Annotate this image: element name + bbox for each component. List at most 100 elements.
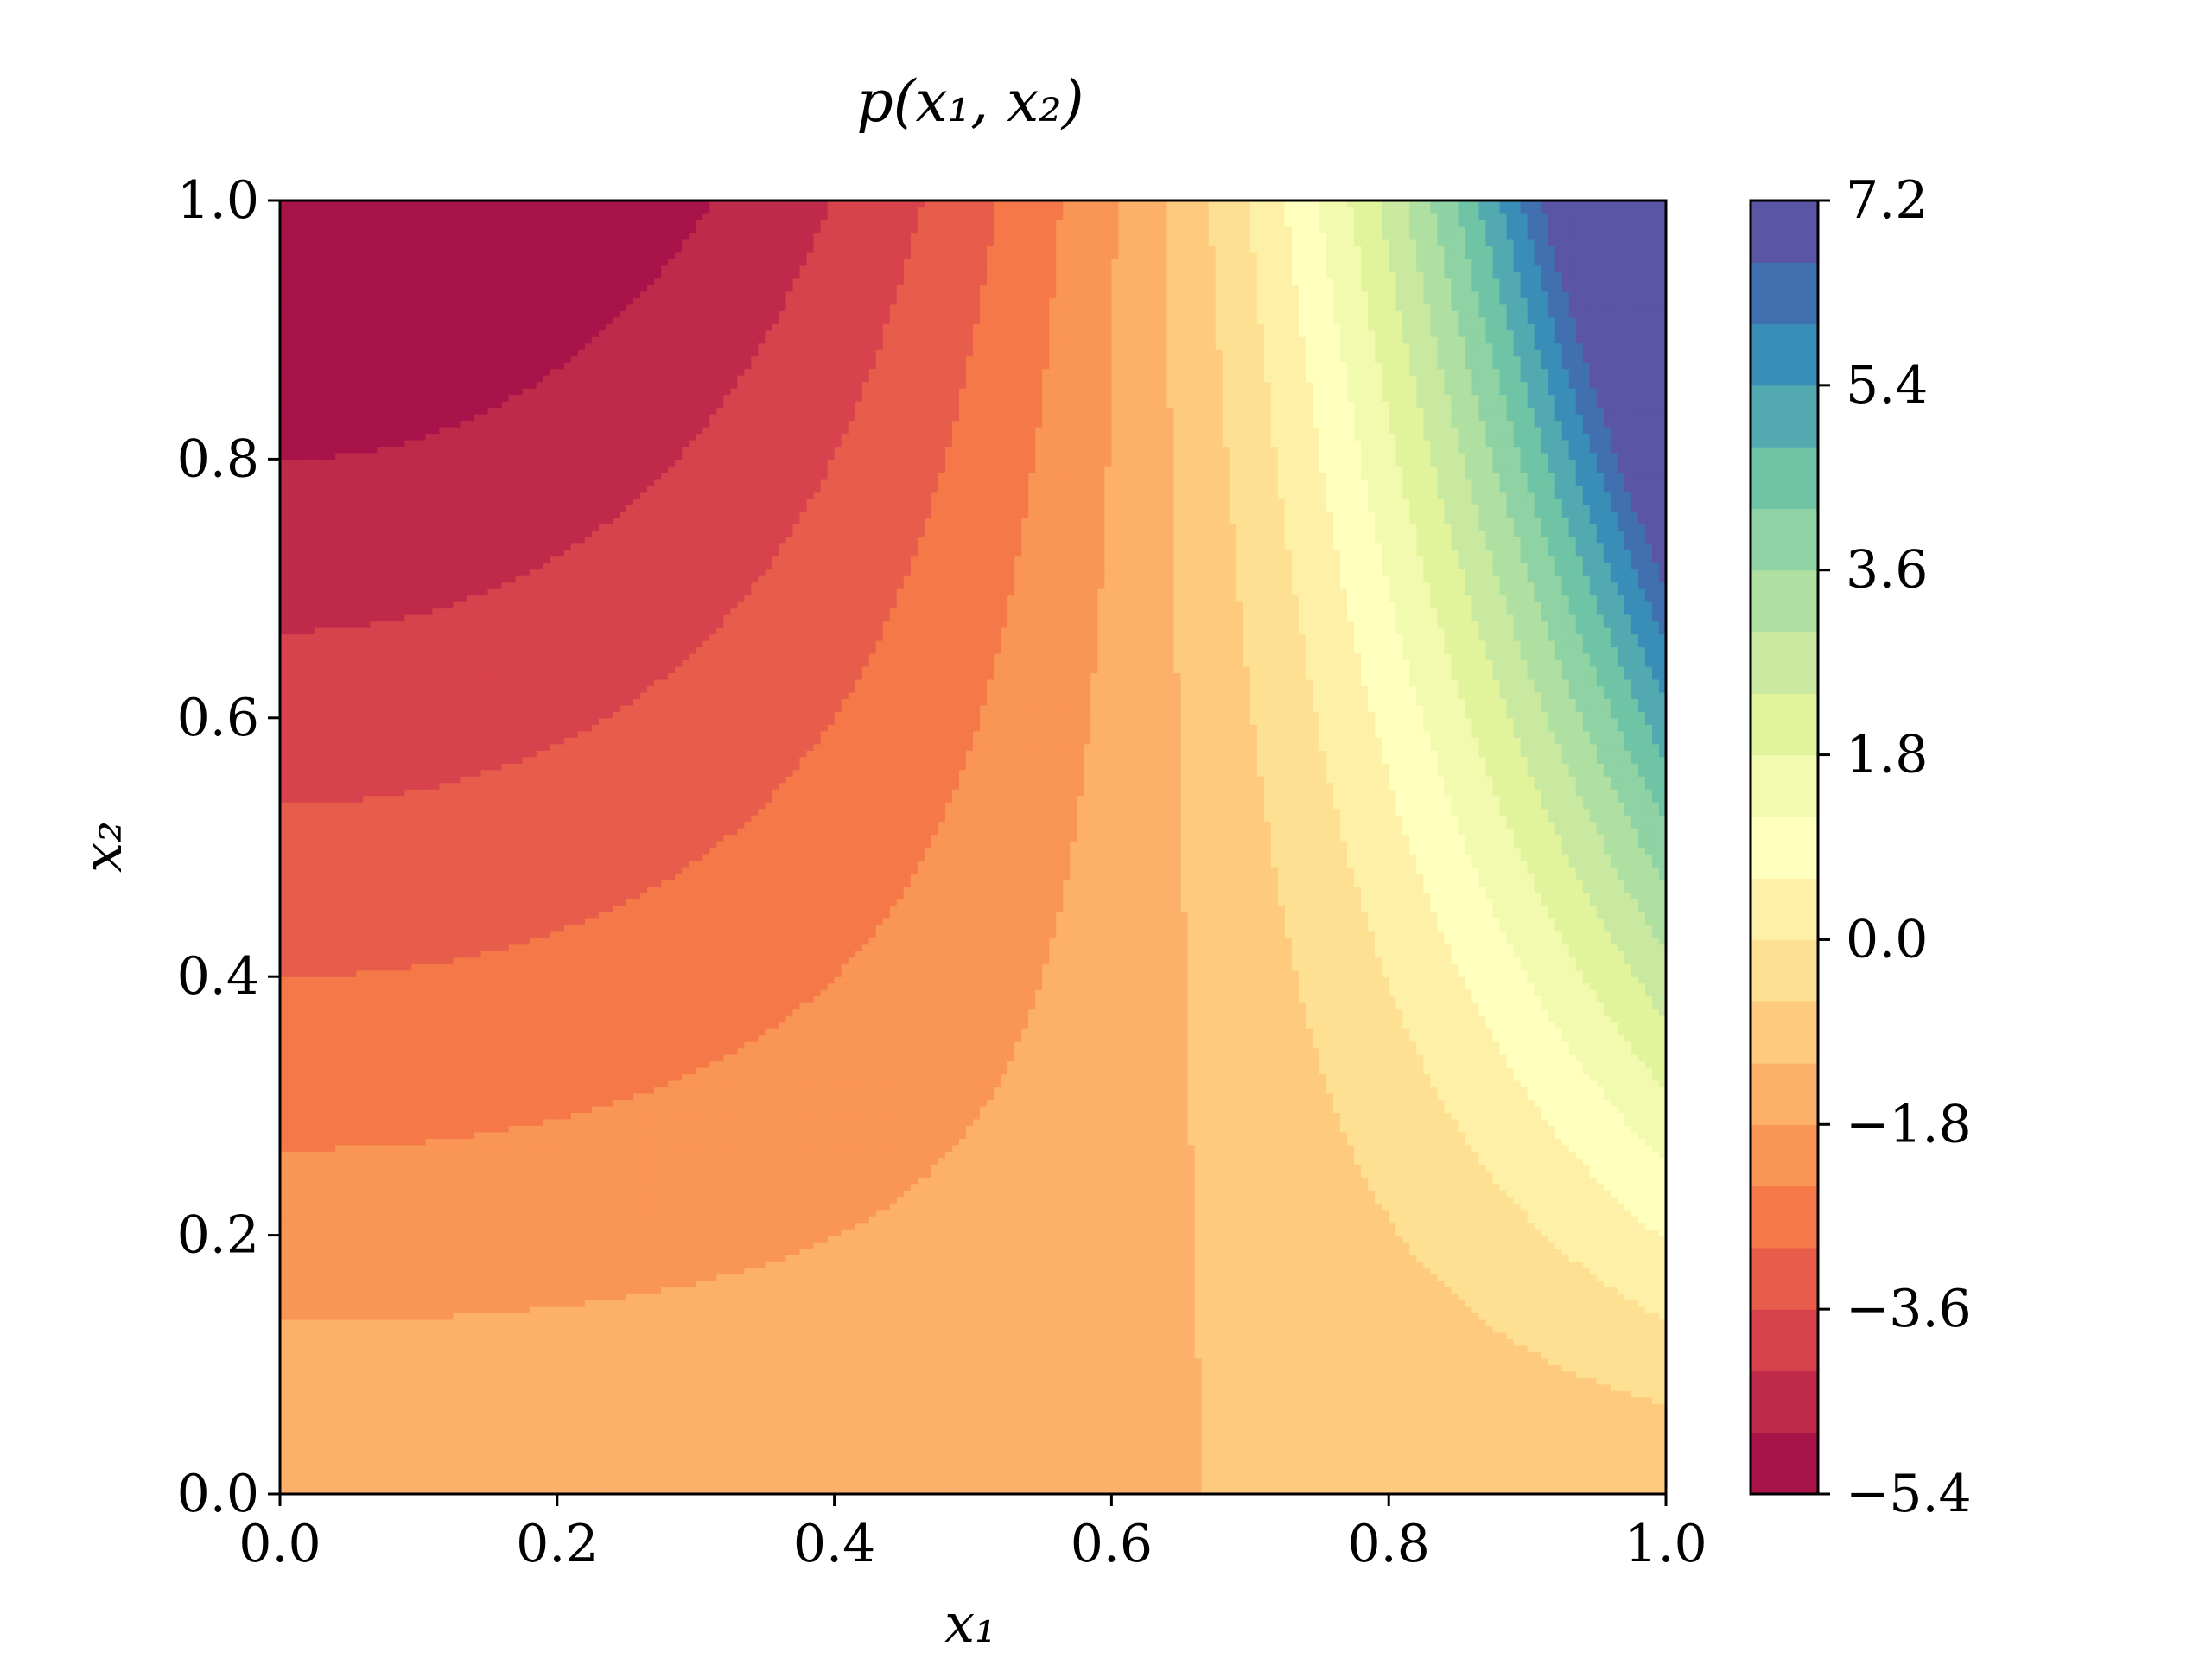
contour-cell (640, 1468, 648, 1475)
contour-cell (404, 1462, 412, 1469)
contour-cell (849, 1455, 856, 1462)
contour-cell (702, 1462, 710, 1469)
contour-cell (1451, 1475, 1459, 1482)
contour-cell (342, 1475, 350, 1482)
contour-cell (842, 1455, 849, 1462)
contour-cell (709, 1475, 717, 1482)
contour-cell (758, 1462, 766, 1469)
contour-cell (723, 1475, 731, 1482)
contour-cell (779, 1468, 786, 1475)
contour-cell (467, 1462, 475, 1469)
contour-cell (1319, 1462, 1327, 1469)
contour-cell (461, 1468, 468, 1475)
contour-cell (1042, 1481, 1050, 1488)
contour-cell (1409, 1462, 1417, 1469)
contour-cell (966, 1475, 974, 1482)
contour-cell (571, 1468, 579, 1475)
contour-cell (862, 1462, 870, 1469)
contour-cell (987, 1481, 995, 1488)
contour-cell (425, 1481, 433, 1488)
contour-cell (952, 1475, 960, 1482)
contour-cell (911, 1468, 918, 1475)
contour-cell (1188, 1481, 1196, 1488)
contour-cell (709, 1455, 717, 1462)
contour-cell (959, 1468, 967, 1475)
contour-cell (411, 1468, 419, 1475)
contour-cell (1541, 1462, 1549, 1469)
contour-cell (647, 1462, 655, 1469)
contour-cell (530, 1462, 537, 1469)
contour-cell (1070, 1481, 1077, 1488)
contour-cell (1576, 1481, 1584, 1488)
contour-cell (1521, 1475, 1529, 1482)
contour-cell (1195, 1481, 1203, 1488)
contour-cell (1042, 1468, 1050, 1475)
contour-cell (966, 1481, 974, 1488)
contour-cell (356, 1481, 364, 1488)
contour-cell (1597, 1468, 1605, 1475)
contour-cell (1382, 1475, 1389, 1482)
contour-cell (1597, 1475, 1605, 1482)
contour-cell (647, 1475, 655, 1482)
contour-cell (862, 1455, 870, 1462)
contour-cell (1056, 1475, 1064, 1482)
contour-cell (308, 1462, 315, 1469)
contour-cell (661, 1462, 669, 1469)
contour-cell (1430, 1481, 1438, 1488)
contour-cell (785, 1462, 793, 1469)
contour-cell (349, 1462, 357, 1469)
contour-cell (1361, 1481, 1369, 1488)
contour-cell (1478, 1468, 1486, 1475)
contour-cell (1257, 1481, 1265, 1488)
contour-cell (647, 1481, 655, 1488)
contour-cell (308, 1481, 315, 1488)
contour-cell (814, 1455, 822, 1462)
contour-cell (321, 1468, 329, 1475)
contour-cell (1264, 1468, 1272, 1475)
contour-cell (1347, 1462, 1355, 1469)
contour-cell (301, 1481, 308, 1488)
contour-cell (1147, 1475, 1154, 1482)
contour-cell (287, 1455, 295, 1462)
contour-cell (682, 1475, 690, 1482)
contour-cell (897, 1481, 905, 1488)
contour-cell (1402, 1468, 1410, 1475)
contour-cell (467, 1475, 475, 1482)
contour-cell (1521, 1481, 1529, 1488)
contour-cell (1028, 1462, 1036, 1469)
contour-cell (1340, 1462, 1348, 1469)
contour-cell (321, 1475, 329, 1482)
contour-cell (432, 1475, 440, 1482)
contour-cell (1070, 1468, 1077, 1475)
contour-cell (1395, 1481, 1403, 1488)
contour-cell (411, 1462, 419, 1469)
contour-cell (1243, 1475, 1251, 1482)
contour-cell (1548, 1475, 1556, 1482)
contour-cell (342, 1481, 350, 1488)
contour-cell (328, 1455, 336, 1462)
contour-cell (1278, 1481, 1286, 1488)
contour-cell (1548, 1481, 1556, 1488)
contour-cell (1181, 1481, 1189, 1488)
contour-cell (716, 1475, 724, 1482)
contour-cell (973, 1455, 981, 1462)
contour-cell (952, 1462, 960, 1469)
contour-cell (702, 1475, 710, 1482)
contour-cell (980, 1468, 988, 1475)
contour-cell (883, 1462, 891, 1469)
contour-cell (1181, 1468, 1189, 1475)
contour-cell (599, 1455, 607, 1462)
contour-cell (1562, 1462, 1570, 1469)
contour-cell (980, 1481, 988, 1488)
contour-cell (599, 1475, 607, 1482)
contour-cell (1624, 1462, 1632, 1469)
contour-cell (1576, 1468, 1584, 1475)
contour-cell (828, 1481, 836, 1488)
contour-cell (370, 1475, 378, 1482)
contour-cell (1416, 1475, 1424, 1482)
contour-cell (328, 1462, 336, 1469)
contour-cell (751, 1481, 759, 1488)
contour-cell (1056, 1468, 1064, 1475)
contour-cell (1174, 1468, 1182, 1475)
